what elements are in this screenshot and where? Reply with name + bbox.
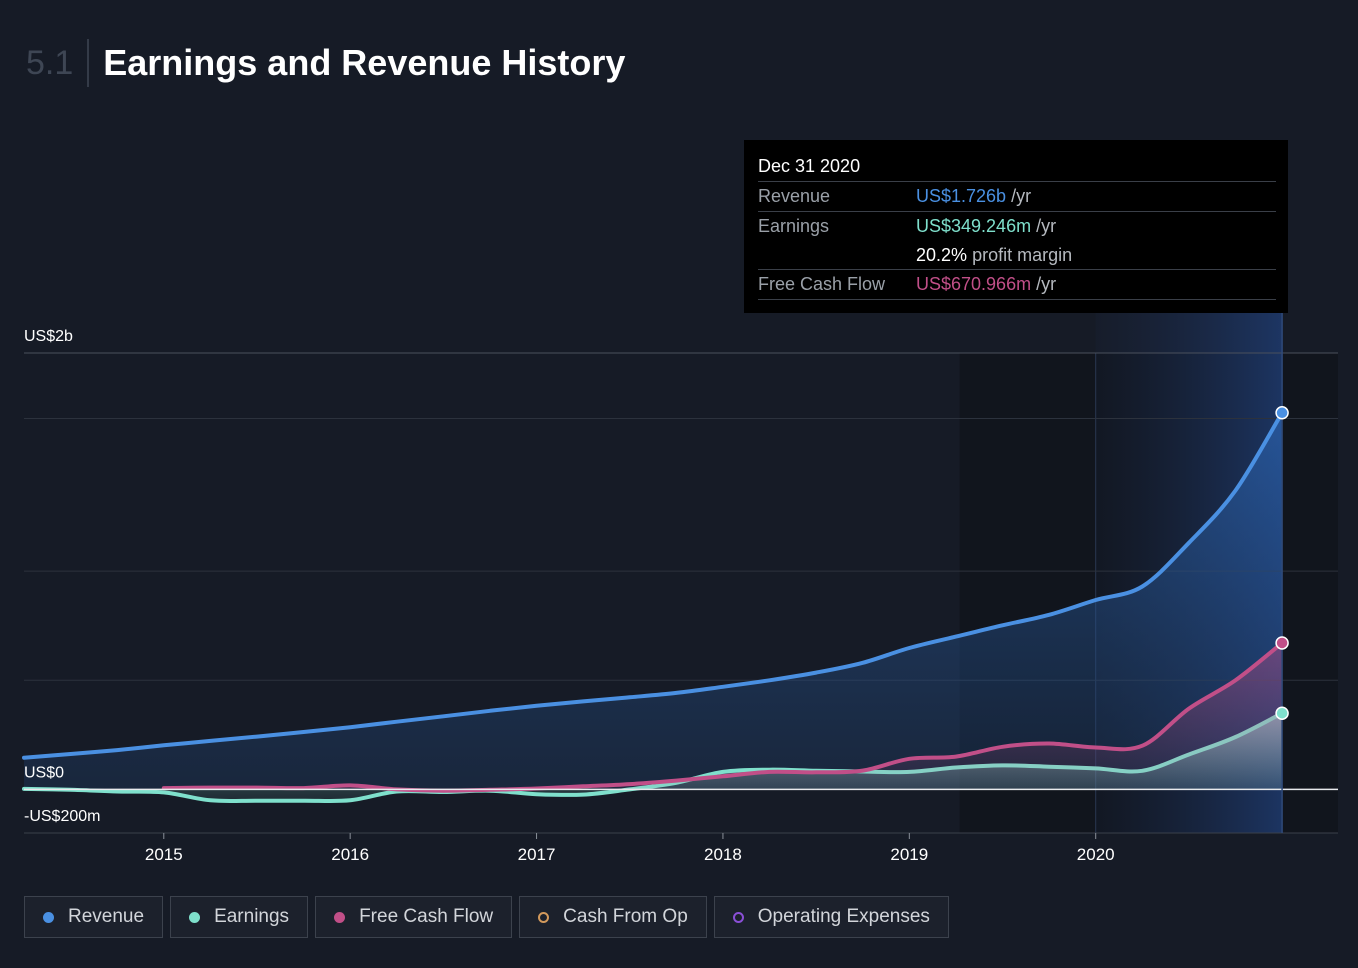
tooltip-revenue-value: US$1.726b	[916, 186, 1007, 206]
chart-tooltip: Dec 31 2020 Revenue US$1.726b /yr Earnin…	[744, 140, 1288, 313]
tooltip-fcf-label: Free Cash Flow	[758, 274, 886, 294]
operating-expenses-ring-icon	[732, 911, 744, 923]
legend-revenue-label: Revenue	[68, 906, 145, 927]
x-tick-label: 2015	[145, 845, 183, 864]
section-header: 5.1 Earnings and Revenue History	[26, 38, 625, 88]
tooltip-earnings-unit: /yr	[1036, 216, 1057, 236]
legend-earnings[interactable]: Earnings	[170, 896, 309, 938]
x-tick-label: 2019	[890, 845, 928, 864]
legend-cash-from-op[interactable]: Cash From Op	[519, 896, 707, 938]
legend-earnings-label: Earnings	[214, 906, 290, 927]
y-tick-label: -US$200m	[24, 808, 100, 825]
x-tick-label: 2017	[518, 845, 556, 864]
earnings-point-marker	[1275, 706, 1289, 720]
x-tick-label: 2018	[704, 845, 742, 864]
revenue-area	[24, 412, 1283, 790]
x-tick-label: 2020	[1077, 845, 1115, 864]
legend-cash-from-op-label: Cash From Op	[563, 906, 688, 927]
legend-revenue[interactable]: Revenue	[24, 896, 164, 938]
tooltip-earnings-label: Earnings	[758, 216, 830, 236]
x-tick-label: 2016	[331, 845, 369, 864]
revenue-dot-icon	[43, 911, 54, 923]
y-tick-label: US$2b	[24, 328, 73, 345]
legend-operating-expenses-label: Operating Expenses	[757, 906, 930, 927]
tooltip-date: Dec 31 2020	[758, 154, 1276, 182]
earnings-dot-icon	[189, 911, 201, 923]
tooltip-row-fcf: Free Cash Flow US$670.966m /yr	[758, 270, 1276, 300]
tooltip-earnings-value: US$349.246m	[916, 216, 1032, 236]
free-cash-flow-line	[161, 641, 1285, 793]
legend-free-cash-flow[interactable]: Free Cash Flow	[315, 896, 513, 938]
revenue-point-marker	[1275, 406, 1289, 420]
section-number: 5.1	[26, 39, 90, 87]
free-cash-flow-area	[163, 643, 1283, 791]
tooltip-margin-value: 20.2%	[916, 245, 968, 265]
free-cash-flow-dot-icon	[334, 911, 346, 923]
y-tick-label: US$0	[24, 764, 64, 781]
tooltip-fcf-unit: /yr	[1036, 274, 1057, 294]
tooltip-margin-text: profit margin	[972, 245, 1073, 265]
page-title: Earnings and Revenue History	[103, 42, 626, 83]
free-cash-flow-point-marker	[1275, 636, 1289, 650]
tooltip-revenue-label: Revenue	[758, 186, 831, 206]
tooltip-row-revenue: Revenue US$1.726b /yr	[758, 182, 1276, 212]
tooltip-fcf-value: US$670.966m	[916, 274, 1032, 294]
revenue-line	[22, 410, 1285, 760]
tooltip-revenue-unit: /yr	[1011, 186, 1032, 206]
cash-from-op-ring-icon	[538, 911, 550, 923]
legend-free-cash-flow-label: Free Cash Flow	[359, 906, 494, 927]
tooltip-row-earnings: Earnings US$349.246m /yr 20.2% profit ma…	[758, 212, 1276, 270]
legend-operating-expenses[interactable]: Operating Expenses	[713, 896, 949, 938]
chart-legend: Revenue Earnings Free Cash Flow Cash Fro…	[24, 896, 949, 938]
